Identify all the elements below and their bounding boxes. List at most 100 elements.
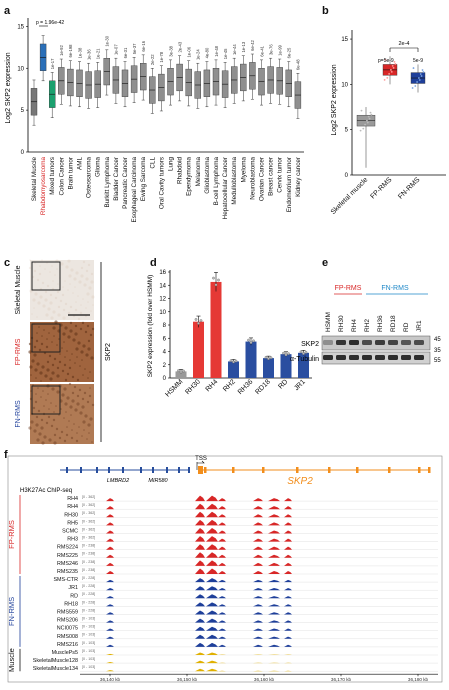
chip-track-name: RMS224 (57, 545, 78, 551)
panel-a-category: Burkitt Lymphoma (104, 157, 111, 208)
panel-d-ytick: 14 (159, 283, 166, 289)
chip-track: RH4 [0 - 362] (67, 495, 438, 502)
panel-d-category: RH36 (237, 378, 255, 396)
panel-a-category-pvalue: 6e-16 (141, 40, 146, 51)
gene-label-lmbrd2: LMBRD2 (107, 478, 129, 484)
chip-track-range: [0 - 362] (82, 495, 95, 499)
box-22 (230, 57, 238, 104)
panel-a-category: Bladder Cancer (113, 157, 120, 201)
panel-b-box-1 (382, 56, 398, 85)
box-11 (130, 57, 138, 103)
chip-track-range: [0 - 228] (82, 600, 95, 604)
blot-lane-label: RD (403, 322, 410, 332)
panel-a-category-pvalue: 6e-48 (296, 59, 301, 70)
panel-a-category: Endometrium tumor (286, 157, 293, 212)
panel-a-category-pvalue: 2e-22 (150, 54, 155, 65)
panel-a-category: Medulloblastoma (231, 157, 238, 205)
chip-track: RMS216 [0 - 103] (57, 641, 438, 648)
panel-label-b: b (322, 5, 329, 17)
panel-a-category: CLL (149, 157, 156, 169)
panel-f-genome-tracks: TSS LMBRD2 MIR580 SKP2 H3K27Ac ChIP-seq … (7, 455, 443, 683)
blot-lane-label: RH2 (364, 319, 371, 332)
ihc-side-label: SKP2 (105, 343, 112, 361)
chip-track: MusclePs5 [0 - 103] (52, 649, 438, 656)
blot-lane-label: RH36 (377, 315, 384, 332)
ihc-row-label-fp-rms: FP-RMS (15, 338, 22, 365)
panel-b-pair-pvalue: 2e-4 (398, 41, 409, 47)
panel-d-bar-RD (280, 351, 292, 378)
panel-a-category-pvalue: 3e-76 (268, 44, 273, 55)
panel-d-ytick: 4 (163, 350, 167, 356)
blot-lane-label: RH4 (351, 319, 358, 332)
panel-a-category-pvalue: 6e-198 (68, 44, 73, 58)
panel-a-category-pvalue: 1e-13 (241, 41, 246, 52)
panel-d-bar-RH2 (228, 359, 239, 378)
box-25 (258, 59, 265, 106)
chip-track-name: RMS559 (57, 610, 78, 616)
chip-track-range: [0 - 362] (82, 511, 95, 515)
chip-track: RMS225 [0 - 238] (57, 552, 438, 559)
panel-a-category: Ovarian Cancer (259, 157, 266, 201)
panel-a-category: Pancreatic Cancer (122, 157, 129, 209)
panel-a-category-pvalue: 1e-45 (223, 48, 228, 59)
box-16 (176, 55, 183, 102)
blot-label-skp2: SKP2 (301, 341, 319, 348)
panel-d-bar-JR1 (298, 350, 309, 378)
box-14 (158, 65, 165, 112)
panel-a-category: Breast cancer (268, 157, 275, 196)
panel-a-category: Colon Cancer (58, 157, 65, 196)
tss-label: TSS (195, 456, 207, 462)
panel-b-fn-pvalue: 5e-9 (413, 58, 423, 64)
chip-group-fp: FP-RMS (7, 520, 16, 549)
panel-a-ytick: 15 (17, 24, 24, 30)
panel-b-ytick: 10 (341, 82, 348, 88)
panel-a-category: Brain tumor (67, 157, 74, 190)
chip-track-name: NCI0075 (57, 626, 78, 632)
chip-track-name: RH30 (64, 512, 78, 518)
panel-a-category-pvalue: 1e-92 (59, 44, 64, 55)
panel-d-ytick: 6 (163, 336, 167, 342)
panel-a-category-pvalue: 1e-48 (214, 45, 219, 56)
panel-d-bar-RH36 (245, 337, 257, 378)
chip-track: RH5 [0 - 362] (67, 519, 438, 526)
chip-track-range: [0 - 103] (82, 665, 95, 669)
blot-lane-label: HSMM (325, 312, 332, 332)
chip-track: RMS246 [0 - 238] (57, 560, 438, 567)
panel-label-d: d (150, 257, 157, 269)
panel-a-category: Lung (168, 157, 175, 172)
blot-lane-label: RH30 (338, 315, 345, 332)
box-4 (67, 60, 74, 107)
panel-a-category-pvalue: 1e-30 (105, 35, 110, 46)
panel-a-category: Skeletal Muscle (31, 157, 38, 202)
panel-a-category-pvalue: 4e-80 (205, 47, 210, 58)
panel-a-category-pvalue: 1e-17 (50, 58, 55, 69)
gene-label-mir580: MIR580 (148, 478, 168, 484)
chip-track: RH4 [0 - 362] (67, 503, 438, 510)
box-2 (49, 72, 56, 118)
chip-track-name: RH4 (67, 496, 78, 502)
chip-track-name: SkeletalMuscle134 (33, 666, 78, 672)
panel-b-fp-pvalue: p=5e-9 (378, 58, 394, 64)
chip-track: RH18 [0 - 228] (64, 600, 438, 607)
chip-xtick: 36,160 kb (254, 677, 275, 682)
chip-track-range: [0 - 228] (82, 584, 95, 588)
chip-track-range: [0 - 362] (82, 503, 95, 507)
panel-e-western-blot: FP-RMS FN-RMS HSMM RH30 RH4 RH2 RH36 RD18 RD JR… (290, 285, 441, 365)
panel-b-box-2 (410, 64, 426, 93)
box-10 (121, 61, 129, 108)
chip-track: RMS206 [0 - 103] (57, 617, 438, 624)
panel-b-ylabel: Log2 SKP2 expression (331, 64, 338, 135)
chip-track-range: [0 - 238] (82, 568, 95, 572)
chip-track-name: SCMC (62, 529, 78, 535)
chip-track: SCMC [0 - 362] (62, 527, 438, 535)
panel-a-category: AML (77, 157, 84, 170)
panel-a-category: Hepatocellular Cancer (222, 157, 229, 219)
panel-a-category: Ewing Sarcoma (140, 157, 147, 202)
chip-track-name: JR1 (68, 585, 78, 591)
panel-b-box-0 (356, 107, 376, 168)
panel-a-category-pvalue: 6e-25 (287, 47, 292, 58)
box-18 (194, 62, 202, 109)
panel-a-category: Mixed tumors (49, 157, 56, 195)
panel-a-ytick: 5 (21, 108, 25, 114)
box-21 (221, 62, 229, 108)
